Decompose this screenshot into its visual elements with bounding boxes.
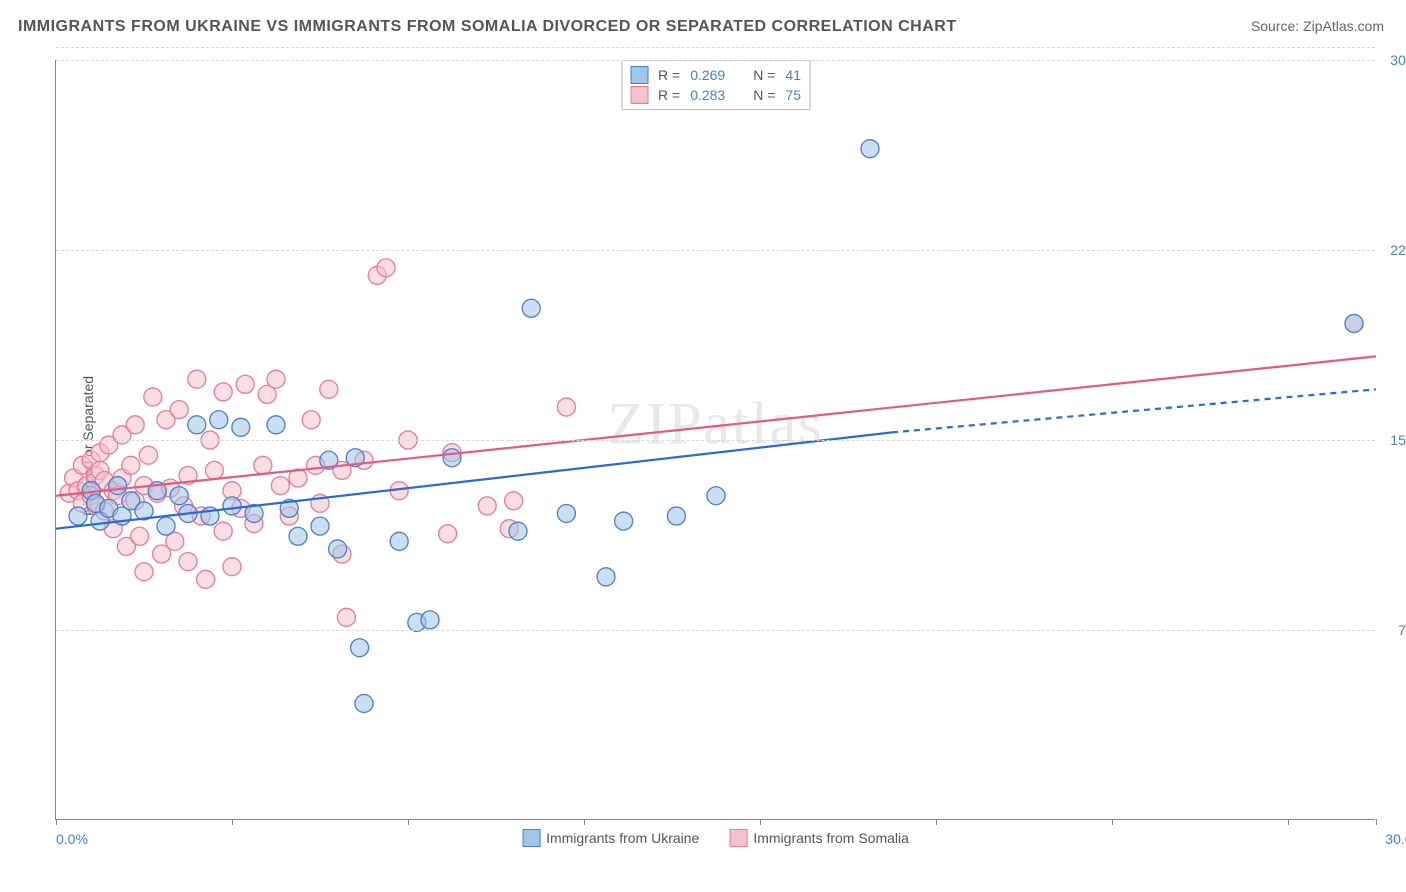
x-axis-min-label: 0.0% [56,831,88,847]
data-point [320,380,338,398]
source-prefix: Source: [1251,18,1303,34]
series-b-name: Immigrants from Somalia [753,830,909,846]
data-point [337,608,355,626]
swatch-ukraine [630,66,648,84]
r-value-ukraine: 0.269 [690,67,725,83]
data-point [597,568,615,586]
chart-plot-area: ZIPatlas R = 0.269 N = 41 R = 0.283 N = … [55,60,1375,820]
data-point [443,449,461,467]
legend-item-ukraine: Immigrants from Ukraine [522,829,699,847]
series-legend: Immigrants from Ukraine Immigrants from … [522,829,909,847]
data-point [131,527,149,545]
data-point [355,694,373,712]
data-point [170,487,188,505]
gridline-h [56,440,1375,441]
trend-line [892,389,1376,432]
data-point [615,512,633,530]
data-point [557,504,575,522]
data-point [267,416,285,434]
x-tick [584,819,585,825]
data-point [170,401,188,419]
series-a-name: Immigrants from Ukraine [546,830,699,846]
data-point [329,540,347,558]
data-point [69,507,87,525]
r-value-somalia: 0.283 [690,87,725,103]
swatch-ukraine-icon [522,829,540,847]
data-point [557,398,575,416]
data-point [667,507,685,525]
data-point [139,446,157,464]
data-point [214,522,232,540]
legend-item-somalia: Immigrants from Somalia [729,829,909,847]
data-point [188,416,206,434]
x-tick [408,819,409,825]
x-tick [232,819,233,825]
gridline-h [56,250,1375,251]
data-point [509,522,527,540]
x-tick [1376,819,1377,825]
data-point [232,418,250,436]
data-point [390,532,408,550]
data-point [505,492,523,510]
swatch-somalia-icon [729,829,747,847]
x-tick [1288,819,1289,825]
data-point [236,375,254,393]
data-point [157,517,175,535]
data-point [135,563,153,581]
data-point [223,558,241,576]
y-tick-label: 22.5% [1390,242,1406,258]
data-point [179,553,197,571]
data-point [861,140,879,158]
x-tick [1112,819,1113,825]
x-tick [760,819,761,825]
data-point [126,416,144,434]
data-point [205,461,223,479]
data-point [421,611,439,629]
x-tick [936,819,937,825]
data-point [109,477,127,495]
n-label: N = [753,87,775,103]
y-tick-label: 7.5% [1398,622,1406,638]
data-point [210,411,228,429]
data-point [439,525,457,543]
legend-row-somalia: R = 0.283 N = 75 [630,85,801,105]
data-point [214,383,232,401]
data-point [311,517,329,535]
gridline-h [56,630,1375,631]
x-tick [56,819,57,825]
y-tick-label: 15.0% [1390,432,1406,448]
data-point [254,456,272,474]
data-point [1345,314,1363,332]
trend-line [56,356,1376,495]
legend-row-ukraine: R = 0.269 N = 41 [630,65,801,85]
data-point [188,370,206,388]
data-point [351,639,369,657]
data-point [522,299,540,317]
data-point [271,477,289,495]
source-name: ZipAtlas.com [1303,18,1384,34]
swatch-somalia [630,86,648,104]
data-point [197,570,215,588]
x-axis-max-label: 30.0% [1385,831,1406,847]
data-point [478,497,496,515]
y-tick-label: 30.0% [1390,52,1406,68]
data-point [144,388,162,406]
data-point [122,456,140,474]
n-label: N = [753,67,775,83]
n-value-somalia: 75 [785,87,801,103]
gridline-h [56,60,1375,61]
r-label: R = [658,87,680,103]
source-attribution: Source: ZipAtlas.com [1251,18,1384,34]
data-point [377,259,395,277]
data-point [267,370,285,388]
data-point [289,527,307,545]
correlation-legend: R = 0.269 N = 41 R = 0.283 N = 75 [621,60,810,110]
n-value-ukraine: 41 [785,67,801,83]
data-point [223,497,241,515]
r-label: R = [658,67,680,83]
data-point [302,411,320,429]
data-point [707,487,725,505]
chart-title: IMMIGRANTS FROM UKRAINE VS IMMIGRANTS FR… [18,18,957,36]
